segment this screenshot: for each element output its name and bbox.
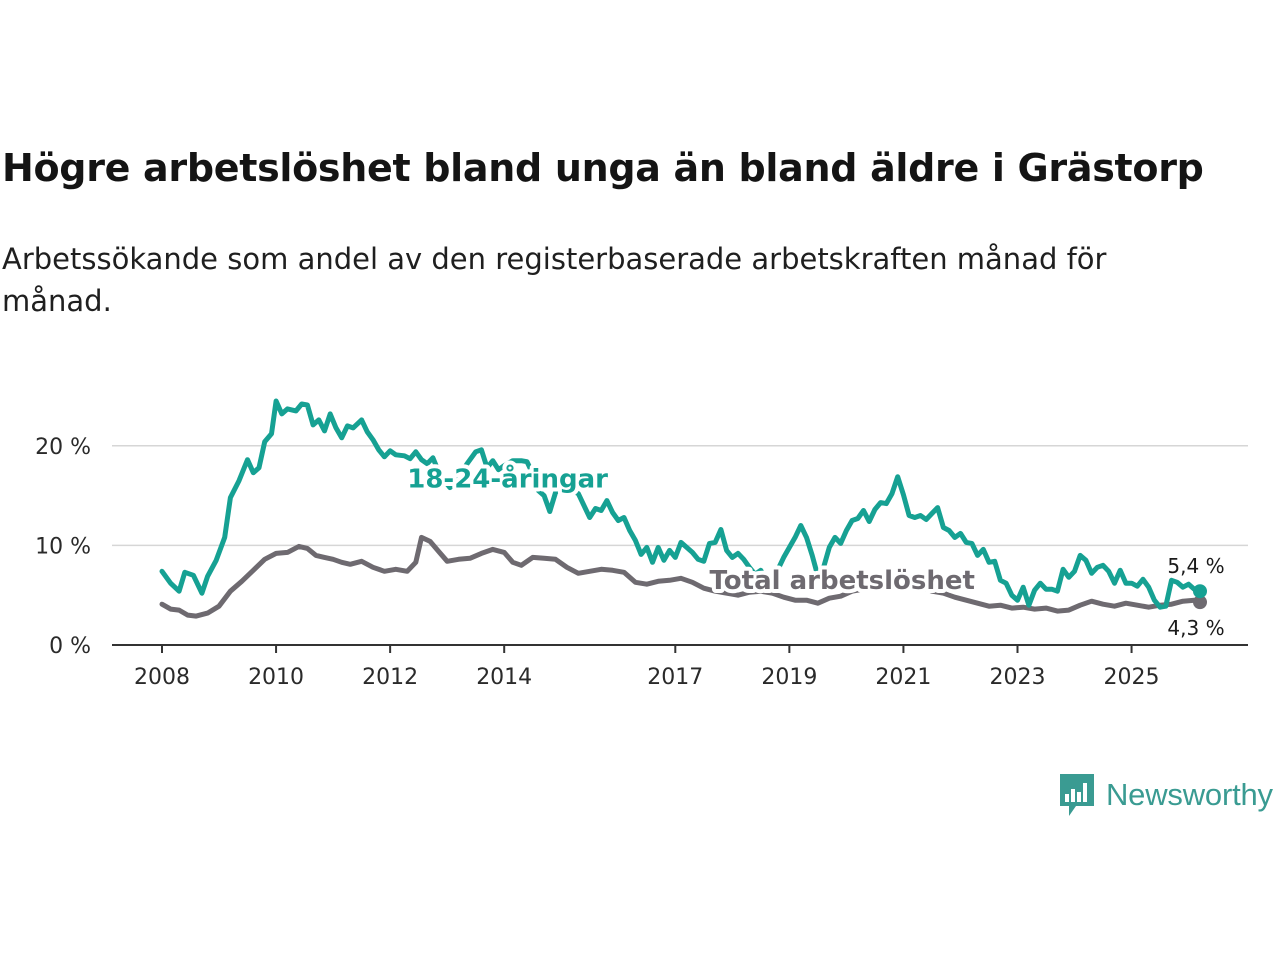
x-tick-label: 2023 [989,665,1045,690]
x-tick-label: 2025 [1104,665,1160,690]
y-tick-label: 10 % [35,534,91,559]
chart-subtitle: Arbetssökande som andel av den registerb… [2,242,1107,318]
end-point-marker [1193,584,1207,599]
y-tick-label: 20 % [35,435,91,460]
x-tick-label: 2012 [362,665,418,690]
end-value-label: 5,4 % [1167,554,1224,578]
y-tick-label: 0 % [49,634,91,659]
x-tick-label: 2010 [248,665,304,690]
x-tick-label: 2019 [761,665,817,690]
series-label: 18-24-åringar [407,463,608,495]
brand-name: Newsworthy [1106,777,1273,812]
line-chart: 0 % 10 % 20 % 2008 2010 2012 2014 2017 2019 2021 2… [35,398,1248,690]
newsworthy-logo-icon [1060,774,1094,816]
grid-lines [112,445,1248,547]
end-point-marker [1193,595,1207,610]
newsworthy-brand[interactable]: Newsworthy [1058,772,1273,818]
series-line-youth [159,398,1203,610]
series-line-total [159,534,1203,619]
series-labels: 18-24-åringar 5,4 % Total arbetslöshet 4,3 … [403,459,1224,641]
series-label: Total arbetslöshet [710,566,975,596]
chart-title: Högre arbetslöshet bland unga än bland ä… [2,146,1204,190]
end-value-label: 4,3 % [1167,616,1224,640]
x-tick-label: 2014 [476,665,532,690]
x-tick-label: 2008 [134,665,190,690]
series-lines [159,398,1207,619]
x-tick-label: 2017 [647,665,703,690]
axes: 0 % 10 % 20 % 2008 2010 2012 2014 2017 2019 2021 2… [35,435,1248,690]
x-tick-label: 2021 [875,665,931,690]
